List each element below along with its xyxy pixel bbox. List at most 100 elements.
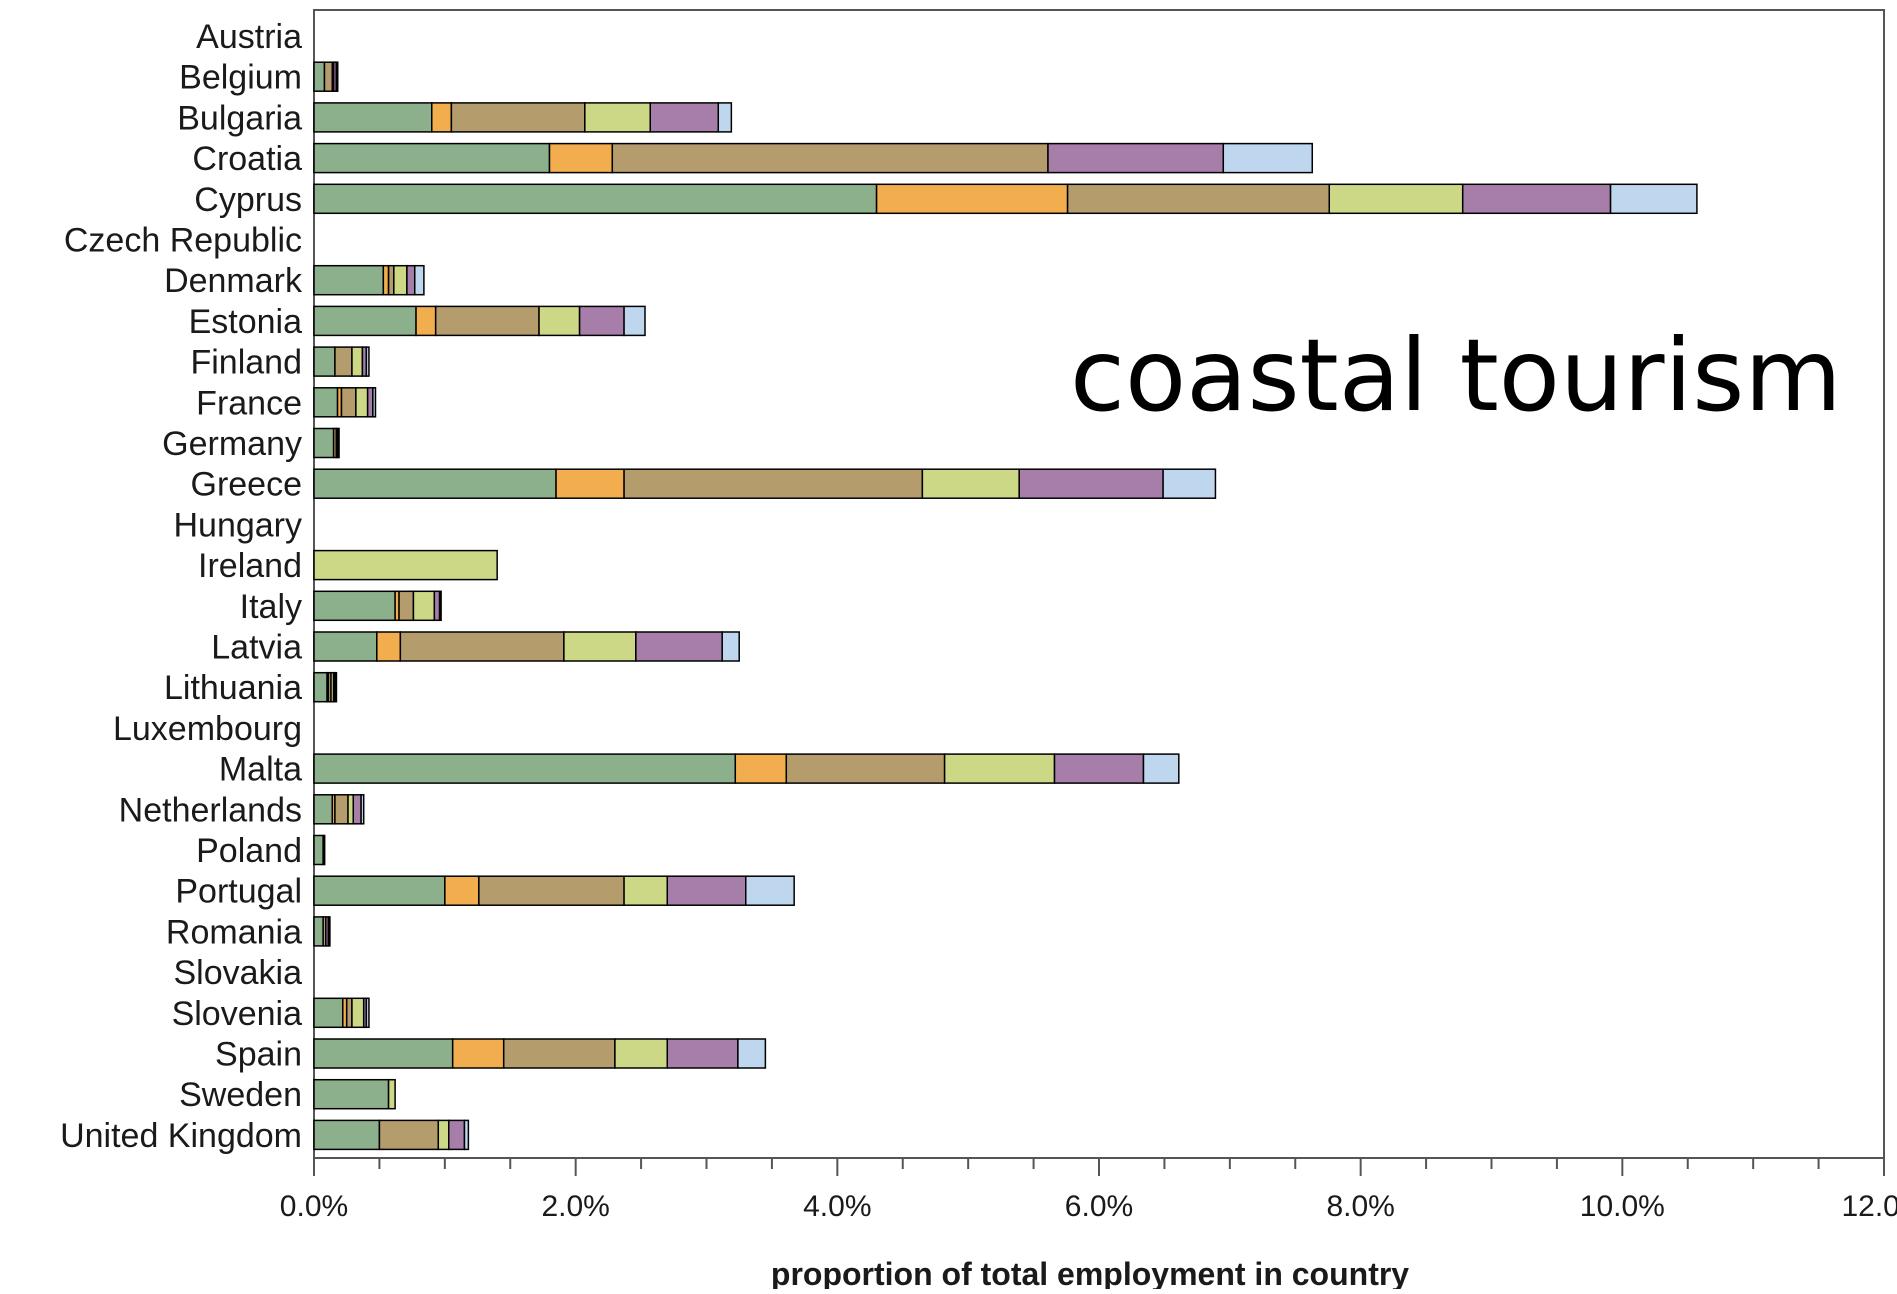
- bar-segment-slovenia-4: [351, 997, 365, 1029]
- bar-segment-denmark-6: [413, 264, 425, 296]
- bar-segment-estonia-1: [313, 305, 417, 337]
- x-tick-label: 12.0%: [1841, 1190, 1897, 1223]
- bar-segment-portugal-1: [313, 875, 446, 906]
- x-tick-label: 6.0%: [1065, 1190, 1133, 1223]
- bar-segment-romania-1: [313, 916, 324, 947]
- bar-segment-bulgaria-6: [717, 102, 733, 133]
- bar-segment-france-3: [340, 387, 357, 418]
- bar-segment-cyprus-6: [1609, 183, 1698, 215]
- bar-segment-poland-4: [322, 834, 326, 866]
- category-label-united-kingdom: United Kingdom: [60, 1117, 302, 1155]
- category-label-czech-republic: Czech Republic: [64, 222, 302, 260]
- bar-segment-croatia-3: [611, 142, 1049, 174]
- bar-segment-portugal-3: [478, 875, 625, 906]
- bar-segment-estonia-5: [578, 305, 625, 337]
- bar-segment-bulgaria-2: [431, 102, 453, 133]
- bar-segment-portugal-4: [623, 875, 669, 906]
- category-label-latvia: Latvia: [211, 629, 302, 667]
- category-label-lithuania: Lithuania: [164, 669, 302, 707]
- bar-segment-sweden-4: [387, 1078, 396, 1110]
- bar-segment-denmark-2: [382, 264, 390, 296]
- category-label-romania: Romania: [166, 913, 302, 951]
- bar-segment-croatia-1: [313, 142, 551, 174]
- bar-segment-netherlands-4: [347, 794, 354, 825]
- bar-segment-netherlands-1: [313, 794, 334, 825]
- chart-title: coastal tourism: [1070, 317, 1842, 434]
- bar-segment-belgium-6: [335, 61, 339, 92]
- x-tick-label: 2.0%: [541, 1190, 609, 1223]
- bar-segment-croatia-2: [548, 142, 614, 174]
- category-label-germany: Germany: [162, 425, 302, 463]
- bar-segment-finland-6: [365, 346, 370, 377]
- bar-segment-lithuania-6: [334, 671, 338, 703]
- bar-segment-romania-6: [327, 916, 331, 947]
- category-label-estonia: Estonia: [189, 303, 302, 341]
- x-tick-label: 8.0%: [1326, 1190, 1394, 1223]
- bar-segment-portugal-5: [666, 875, 747, 906]
- bar-segment-malta-6: [1142, 753, 1180, 784]
- category-label-malta: Malta: [219, 751, 302, 789]
- bar-segment-denmark-1: [313, 264, 385, 296]
- bar-segment-latvia-2: [376, 631, 402, 662]
- bar-segment-cyprus-1: [313, 183, 878, 215]
- bar-segment-finland-4: [351, 346, 364, 377]
- bar-segment-greece-2: [555, 468, 625, 499]
- bar-segment-latvia-5: [635, 631, 723, 662]
- bar-segment-denmark-3: [387, 264, 395, 296]
- bar-segment-malta-4: [943, 753, 1056, 784]
- x-tick-label: 10.0%: [1580, 1190, 1665, 1223]
- bar-segment-latvia-1: [313, 631, 378, 662]
- bar-segment-netherlands-3: [334, 794, 349, 825]
- plot-area-frame: [313, 9, 1885, 1159]
- bar-segment-spain-4: [614, 1038, 669, 1069]
- bar-segment-italy-1: [313, 590, 396, 622]
- bar-segment-portugal-6: [745, 875, 795, 906]
- bar-segment-malta-1: [313, 753, 737, 784]
- category-label-portugal: Portugal: [175, 873, 302, 911]
- bar-segment-bulgaria-3: [450, 102, 586, 133]
- bar-segment-cyprus-3: [1066, 183, 1331, 215]
- bar-segment-greece-5: [1018, 468, 1164, 499]
- bar-segment-denmark-5: [406, 264, 416, 296]
- bar-segment-spain-1: [313, 1038, 454, 1069]
- bar-segment-finland-3: [334, 346, 353, 377]
- category-labels: AustriaBelgiumBulgariaCroatiaCyprusCzech…: [60, 18, 303, 1155]
- bar-segment-spain-6: [737, 1038, 767, 1069]
- bar-segment-finland-1: [313, 346, 336, 377]
- category-label-austria: Austria: [196, 18, 302, 56]
- bar-segment-croatia-6: [1222, 142, 1314, 174]
- category-label-belgium: Belgium: [179, 59, 302, 97]
- bar-segment-netherlands-5: [352, 794, 362, 825]
- bar-segment-bulgaria-5: [649, 102, 720, 133]
- bar-segment-united-kingdom-5: [448, 1119, 466, 1151]
- category-label-sweden: Sweden: [179, 1076, 302, 1114]
- bar-segment-cyprus-5: [1461, 183, 1612, 215]
- bar-segment-germany-6: [336, 427, 340, 459]
- bar-segment-greece-4: [921, 468, 1020, 499]
- bar-segment-malta-5: [1053, 753, 1145, 784]
- category-label-netherlands: Netherlands: [119, 791, 302, 829]
- bar-segment-estonia-3: [434, 305, 540, 337]
- bar-segment-france-1: [313, 387, 339, 418]
- category-label-ireland: Ireland: [198, 547, 302, 585]
- bar-segment-spain-2: [451, 1038, 505, 1069]
- bars-layer: [313, 61, 1698, 1151]
- bar-segment-united-kingdom-1: [313, 1119, 381, 1151]
- bar-segment-cyprus-2: [875, 183, 1069, 215]
- category-label-finland: Finland: [190, 344, 302, 382]
- bar-segment-portugal-2: [444, 875, 480, 906]
- category-label-slovenia: Slovenia: [172, 995, 303, 1033]
- bar-segment-bulgaria-1: [313, 102, 433, 133]
- x-axis-title: proportion of total employment in countr…: [771, 1256, 1409, 1289]
- category-label-croatia: Croatia: [192, 140, 302, 178]
- bar-segment-italy-3: [398, 590, 415, 622]
- x-axis: 0.0% 2.0% 4.0% 6.0% 8.0% 10.0% 12.0%: [280, 1158, 1897, 1223]
- category-label-denmark: Denmark: [164, 262, 303, 300]
- bar-segment-france-5: [366, 387, 374, 418]
- bar-segment-greece-6: [1162, 468, 1217, 499]
- bar-segment-italy-5: [433, 590, 441, 622]
- bar-segment-slovenia-1: [313, 997, 344, 1029]
- bar-segment-denmark-4: [393, 264, 408, 296]
- bar-segment-poland-1: [313, 834, 324, 866]
